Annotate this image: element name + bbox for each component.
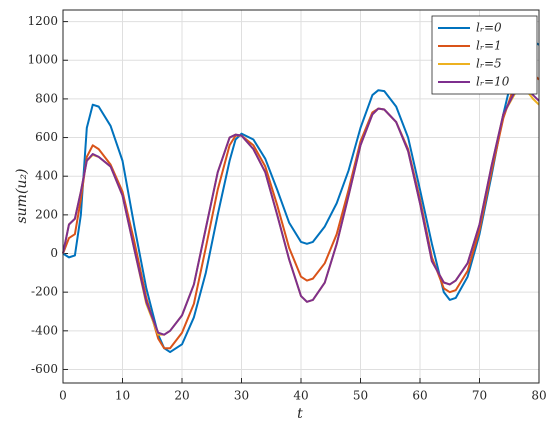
y-tick-label: 200 <box>35 207 58 221</box>
series-line <box>62 66 540 350</box>
y-tick-label: 800 <box>35 91 58 105</box>
y-tick-label: 400 <box>35 169 58 183</box>
x-tick-label: 30 <box>234 389 249 403</box>
y-tick-label: 0 <box>50 246 58 260</box>
y-tick-label: -200 <box>31 285 58 299</box>
legend-label: lᵣ=10 <box>476 75 510 89</box>
x-tick-label: 50 <box>353 389 368 403</box>
legend-label: lᵣ=0 <box>476 21 502 35</box>
plot-frame <box>62 9 540 384</box>
x-tick-label: 20 <box>174 389 189 403</box>
x-tick-label: 10 <box>115 389 130 403</box>
x-tick-label: 80 <box>531 389 546 403</box>
series-line <box>62 37 540 354</box>
y-axis-label: sum(u₂) <box>14 168 30 223</box>
series-line <box>62 86 540 336</box>
x-axis-label: t <box>297 406 303 422</box>
y-tick-label: 1000 <box>27 53 58 67</box>
x-tick-label: 0 <box>59 389 67 403</box>
legend-label: lᵣ=5 <box>476 57 502 71</box>
y-tick-label: 600 <box>35 130 58 144</box>
y-tick-label: -600 <box>31 362 58 376</box>
x-tick-label: 70 <box>472 389 487 403</box>
x-tick-label: 40 <box>293 389 308 403</box>
x-tick-label: 60 <box>412 389 427 403</box>
y-tick-label: 1200 <box>27 14 58 28</box>
y-tick-label: -400 <box>31 323 58 337</box>
legend-label: lᵣ=1 <box>476 39 502 53</box>
